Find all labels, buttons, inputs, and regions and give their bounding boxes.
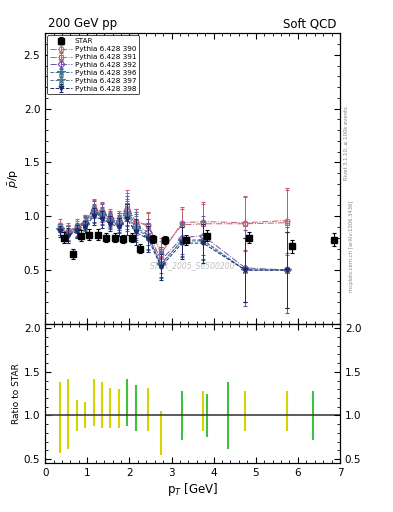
Text: Soft QCD: Soft QCD <box>283 17 337 30</box>
X-axis label: p$_{T}$ [GeV]: p$_{T}$ [GeV] <box>167 481 218 498</box>
Legend: STAR, Pythia 6.428 390, Pythia 6.428 391, Pythia 6.428 392, Pythia 6.428 396, Py: STAR, Pythia 6.428 390, Pythia 6.428 391… <box>48 35 139 94</box>
Text: STAR_2005_S6500200: STAR_2005_S6500200 <box>150 261 235 270</box>
Y-axis label: $\bar{p}$/p: $\bar{p}$/p <box>7 169 21 188</box>
Text: Rivet 3.1.10, ≥ 100k events: Rivet 3.1.10, ≥ 100k events <box>344 106 349 180</box>
Text: 200 GeV pp: 200 GeV pp <box>48 17 117 30</box>
Text: mcplots.cern.ch [arXiv:1306.3436]: mcplots.cern.ch [arXiv:1306.3436] <box>349 200 354 291</box>
Y-axis label: Ratio to STAR: Ratio to STAR <box>12 363 21 424</box>
